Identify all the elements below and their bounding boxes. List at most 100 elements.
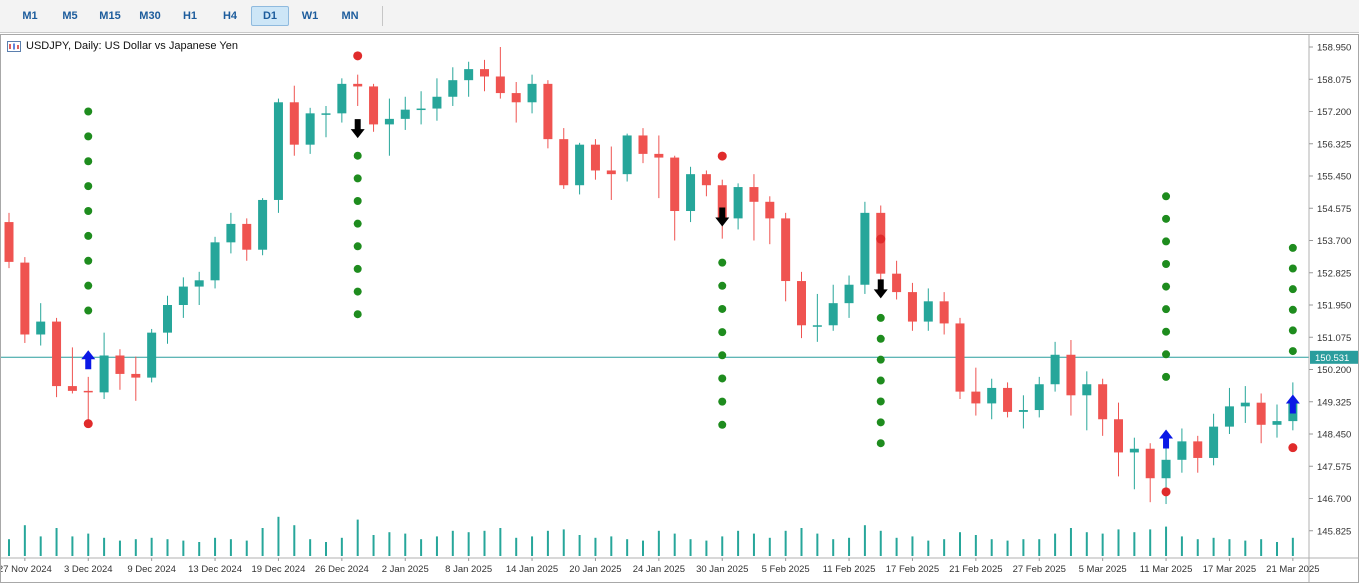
green-signal-dot [84, 207, 93, 216]
green-signal-dot [1162, 372, 1171, 381]
green-signal-dot [1288, 347, 1297, 356]
bearish-candle [765, 201, 775, 219]
bearish-candle [495, 76, 505, 94]
bearish-candle [797, 281, 806, 326]
green-signal-dot [876, 397, 885, 406]
bearish-candle [654, 153, 664, 158]
timeframe-button-m1[interactable]: M1 [22, 10, 38, 22]
bullish-candle [860, 212, 870, 285]
price-axis-label: 150.200 [1317, 365, 1351, 376]
green-signal-dot [1288, 305, 1297, 314]
bullish-candle [1161, 459, 1171, 479]
price-axis-label: 158.950 [1317, 43, 1351, 54]
green-signal-dot [718, 351, 727, 360]
timeframe-button-mn[interactable]: MN [341, 10, 359, 22]
price-axis-label: 146.700 [1317, 494, 1351, 505]
bullish-candle [273, 102, 283, 200]
bearish-candle [115, 355, 125, 374]
bearish-candle [353, 83, 363, 87]
price-axis[interactable] [1309, 35, 1358, 558]
bullish-candle [1224, 406, 1234, 427]
green-signal-dot [876, 313, 885, 322]
green-signal-dot [1162, 327, 1171, 336]
green-signal-dot [353, 174, 362, 183]
green-signal-dot [84, 182, 93, 191]
bullish-candle [1209, 426, 1219, 458]
bearish-candle [1145, 448, 1155, 479]
sell-arrow [350, 119, 365, 139]
chart-plot-area[interactable]: 158.950 158.075 157.200 156.325 155.450 154.5… [1, 35, 1358, 582]
time-axis-label: 17 Mar 2025 [1203, 564, 1256, 575]
time-axis-label: 27 Feb 2025 [1013, 564, 1066, 575]
bearish-candle [131, 373, 141, 378]
bearish-candle [20, 262, 30, 335]
green-signal-dot [718, 304, 727, 313]
bullish-candle [686, 174, 696, 212]
bullish-candle [844, 284, 854, 304]
timeframe-button-m5[interactable]: M5 [62, 10, 78, 22]
bullish-candle [226, 223, 236, 243]
bearish-candle [480, 69, 489, 77]
bullish-candle [163, 305, 172, 333]
bullish-candle [987, 387, 997, 404]
red-signal-dot [1288, 443, 1298, 453]
timeframe-button-d1[interactable]: D1 [251, 6, 289, 26]
green-signal-dot [718, 258, 727, 267]
green-signal-dot [84, 107, 93, 116]
green-signal-dot [1288, 285, 1297, 294]
time-axis-label: 8 Jan 2025 [445, 564, 492, 575]
time-axis[interactable] [1, 558, 1358, 582]
green-signal-dot [1288, 264, 1297, 273]
green-signal-dot [84, 157, 93, 166]
timeframe-toolbar: M1 M5 M15 M30 H1 H4 D1 W1 MN [0, 0, 1359, 33]
red-signal-dot [717, 151, 727, 161]
bullish-candle [575, 144, 585, 186]
price-axis-label: 152.825 [1317, 268, 1351, 279]
green-signal-dot [1162, 305, 1171, 314]
bearish-candle [1193, 441, 1203, 458]
timeframe-button-m30[interactable]: M30 [139, 10, 161, 22]
green-signal-dot [1162, 282, 1171, 291]
sell-arrow [873, 279, 888, 299]
price-axis-label: 155.450 [1317, 172, 1351, 183]
timeframe-toolbar-buttons: M1 M5 M15 M30 H1 H4 D1 W1 MN [10, 6, 370, 26]
green-signal-dot [84, 231, 93, 240]
green-signal-dot [353, 287, 362, 296]
timeframe-button-h1[interactable]: H1 [182, 10, 198, 22]
bullish-candle [1082, 384, 1092, 396]
time-axis-label: 26 Dec 2024 [315, 564, 369, 575]
bullish-candle [147, 332, 157, 378]
timeframe-button-h4[interactable]: H4 [222, 10, 238, 22]
bullish-candle [178, 286, 188, 305]
bullish-candle [305, 113, 315, 145]
timeframe-button-w1[interactable]: W1 [301, 10, 319, 22]
time-axis-label: 11 Mar 2025 [1140, 564, 1193, 575]
time-axis-label: 21 Mar 2025 [1266, 564, 1319, 575]
bullish-candle [258, 199, 268, 250]
bearish-candle [511, 93, 521, 103]
time-axis-label: 30 Jan 2025 [696, 564, 748, 575]
bullish-candle [1050, 354, 1060, 385]
bullish-candle [400, 109, 410, 119]
time-axis-label: 20 Jan 2025 [569, 564, 621, 575]
green-signal-dot [1162, 259, 1171, 268]
bullish-candle [733, 187, 743, 219]
chart-window-icon [7, 40, 21, 52]
green-signal-dot [876, 439, 885, 448]
time-axis-label: 17 Feb 2025 [886, 564, 939, 575]
green-signal-dot [353, 151, 362, 160]
green-signal-dot [718, 281, 727, 290]
green-signal-dot [718, 374, 727, 383]
bearish-candle [1066, 354, 1076, 396]
bearish-candle [83, 390, 93, 393]
bullish-candle [464, 69, 474, 81]
timeframe-button-m15[interactable]: M15 [99, 10, 121, 22]
green-signal-dot [1288, 243, 1297, 252]
green-signal-dot [876, 334, 885, 343]
green-signal-dot [876, 376, 885, 385]
bullish-candle [812, 325, 822, 327]
price-axis-label: 157.200 [1317, 107, 1351, 118]
bearish-candle [67, 386, 77, 391]
green-signal-dot [1288, 326, 1297, 335]
